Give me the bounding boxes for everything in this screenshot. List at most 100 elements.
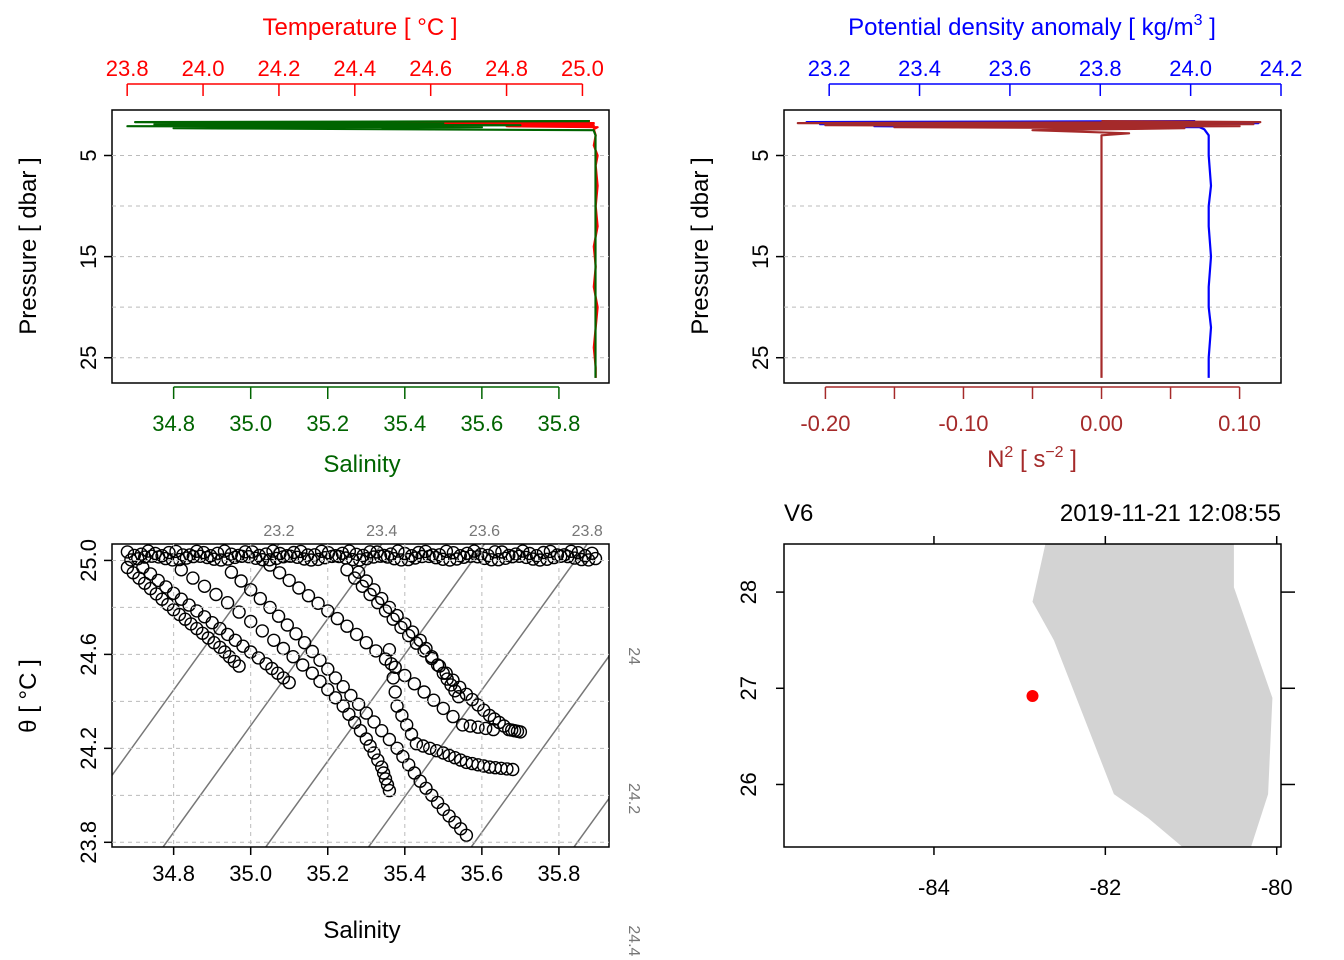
- ts-point: [222, 650, 237, 664]
- ts-point: [409, 737, 424, 751]
- ts-point: [349, 627, 364, 642]
- y-tick-label: 5: [748, 149, 773, 161]
- ts-point: [505, 550, 519, 564]
- ts-point: [197, 610, 212, 624]
- series-line-salinity: [126, 120, 597, 378]
- ts-point: [120, 545, 135, 559]
- profile-marks-2: 5 15 25 23.2 23.4 23.6 23.8 24.0 24.2 -0.20 -0.10 0…: [748, 56, 1302, 436]
- ts-point: [471, 720, 485, 734]
- ts-point: [404, 727, 419, 741]
- y-tick-label: 5: [76, 149, 101, 161]
- ts-point: [220, 596, 235, 610]
- ts-point: [305, 644, 319, 659]
- ts-point: [547, 550, 561, 565]
- n2-axis-title: N2 [ s−2 ]: [987, 444, 1077, 473]
- ts-point: [342, 544, 356, 558]
- ts-point: [378, 604, 393, 618]
- chart-marks: 5 15 25 23.8 24.0 24.2 24.4 24.6 24.8 25.0 34.8 35.…: [76, 56, 1302, 957]
- ts-point: [359, 732, 373, 746]
- ts-point: [376, 766, 391, 780]
- top-axis-tick-label: 24.2: [258, 56, 301, 81]
- ts-point: [395, 708, 409, 723]
- ts-point: [484, 553, 499, 567]
- ts-point: [432, 548, 447, 562]
- isopycnal-line: [367, 544, 588, 847]
- ts-point: [388, 685, 402, 699]
- ts-point: [213, 621, 227, 636]
- ts-point: [359, 706, 373, 720]
- y-tick-label: 15: [76, 244, 101, 268]
- ts-diagram-frame: [111, 543, 610, 848]
- bottom-axis-tick-label: 34.8: [152, 411, 195, 436]
- land-layer: [1032, 544, 1273, 847]
- ts-point: [375, 724, 389, 738]
- ts-point: [144, 549, 159, 563]
- ts-point: [251, 651, 266, 665]
- y-tick-label: 25.0: [76, 539, 101, 582]
- ts-point: [394, 620, 408, 635]
- isopycnal-label: 23.4: [366, 523, 397, 540]
- ts-point: [413, 633, 427, 647]
- top-axis-tick-label: 23.2: [808, 56, 851, 81]
- ts-point: [359, 636, 373, 650]
- ts-point: [536, 545, 551, 560]
- ts-point: [336, 699, 350, 713]
- ts-point: [301, 589, 316, 603]
- ts-point: [209, 587, 223, 602]
- ts-point: [452, 690, 466, 704]
- ts-point: [148, 546, 162, 561]
- ts-point: [581, 553, 596, 567]
- ts-point: [182, 598, 196, 612]
- top-axis-tick-label: 23.8: [106, 56, 149, 81]
- ts-point: [386, 671, 400, 685]
- top-axis-tick-label: 25.0: [561, 56, 604, 81]
- pressure-axis-title: Pressure [ dbar ]: [15, 157, 42, 334]
- ts-point: [477, 551, 492, 566]
- ts-point: [407, 766, 422, 780]
- ts-point: [375, 591, 389, 606]
- ts-point: [571, 546, 585, 560]
- station-map-panel: V6 2019-11-21 12:08:55: [783, 500, 1282, 848]
- isopycnal-label: 23.8: [572, 523, 603, 540]
- ts-point: [436, 746, 450, 760]
- isopycnal-label: 24: [625, 647, 642, 665]
- ts-diagram-axes: 23.2 23.4 23.6 23.8 24 24.2 24.4 34.8 35.0 35.2 35…: [76, 523, 642, 957]
- temperature-axis-title: Temperature [ °C ]: [263, 14, 458, 41]
- top-axis-tick-label: 24.4: [333, 56, 376, 81]
- ts-point: [470, 550, 485, 564]
- ts-point: [294, 544, 308, 559]
- ts-point: [282, 675, 296, 690]
- bottom-axis-tick-label: 35.8: [538, 411, 581, 436]
- ts-point: [297, 636, 312, 650]
- ts-point: [227, 654, 242, 669]
- lat-tick-label: 26: [736, 772, 761, 796]
- ts-point: [213, 640, 227, 654]
- density-profile-frame: [783, 109, 1282, 384]
- ts-point: [253, 591, 267, 606]
- bottom-axis-tick-label: 35.4: [383, 411, 426, 436]
- lat-tick-label: 28: [736, 580, 761, 604]
- ts-point: [262, 553, 277, 567]
- ts-point: [353, 724, 368, 738]
- ts-point: [151, 573, 165, 588]
- isopycnal-line: [677, 544, 896, 847]
- ts-point: [488, 545, 502, 559]
- isopycnal-line: [265, 544, 486, 847]
- ts-point: [402, 628, 416, 643]
- y-tick-label: 25: [76, 345, 101, 369]
- ts-point: [396, 749, 410, 764]
- top-axis-tick-label: 24.0: [182, 56, 225, 81]
- ts-point: [314, 544, 329, 558]
- ts-point: [134, 547, 149, 561]
- ts-point: [271, 609, 286, 623]
- ts-point: [459, 828, 474, 842]
- isopycnal-line: [162, 544, 383, 847]
- ts-point: [330, 611, 345, 626]
- ts-point: [500, 762, 514, 776]
- ts-point: [359, 574, 373, 588]
- bottom-axis-tick-label: 35.0: [229, 411, 272, 436]
- density-axis-title: Potential density anomaly [ kg/m3 ]: [848, 12, 1216, 41]
- theta-axis-title: θ [ °C ]: [15, 659, 42, 733]
- ts-point: [280, 618, 294, 632]
